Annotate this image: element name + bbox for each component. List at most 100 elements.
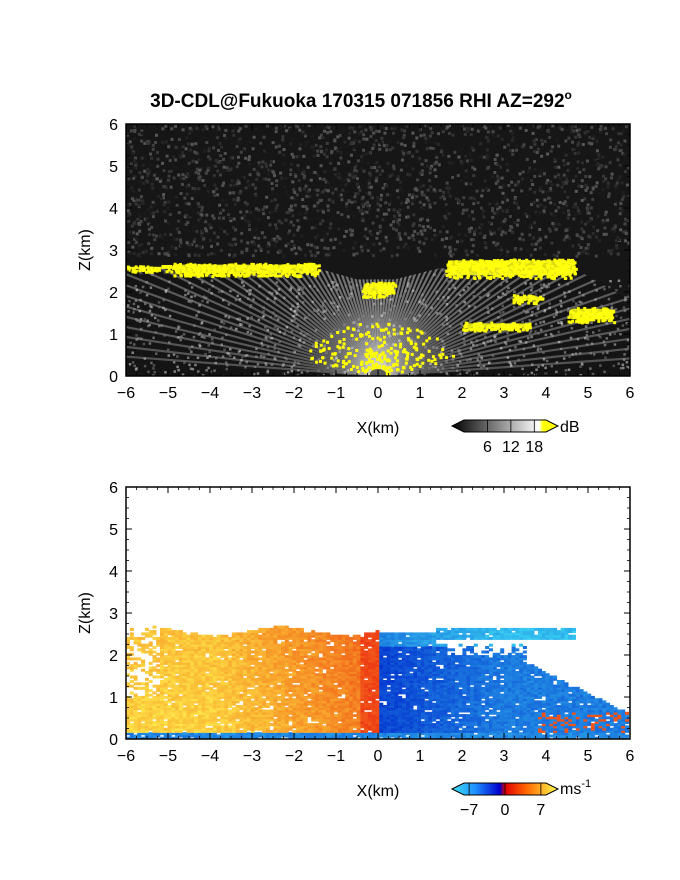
noise-pixel xyxy=(478,155,482,159)
noise-pixel xyxy=(621,209,625,213)
noise-pixel xyxy=(549,212,553,216)
noise-pixel xyxy=(496,247,500,251)
echo-pixel xyxy=(628,284,630,288)
noise-pixel xyxy=(375,214,379,218)
noise-pixel xyxy=(479,206,483,210)
echo-pixel xyxy=(236,317,239,321)
noise-pixel xyxy=(315,173,319,177)
noise-pixel xyxy=(554,227,558,231)
noise-pixel xyxy=(182,154,186,158)
noise-pixel xyxy=(425,196,429,200)
noise-pixel xyxy=(566,216,570,220)
echo-pixel xyxy=(187,292,190,295)
noise-pixel xyxy=(141,163,145,167)
noise-pixel xyxy=(238,191,242,195)
noise-pixel xyxy=(402,227,406,231)
noise-pixel xyxy=(400,149,404,153)
noise-pixel xyxy=(574,189,578,193)
noise-pixel xyxy=(186,243,190,247)
noise-pixel xyxy=(227,213,231,217)
echo-pixel xyxy=(494,340,497,343)
echo-pixel xyxy=(607,297,611,301)
noise-pixel xyxy=(143,217,147,221)
noise-pixel xyxy=(275,179,279,183)
noise-pixel xyxy=(333,138,337,142)
noise-pixel xyxy=(577,184,581,188)
noise-pixel xyxy=(571,179,575,183)
echo-pixel xyxy=(394,373,398,376)
noise-pixel xyxy=(204,227,208,231)
noise-pixel xyxy=(319,145,323,149)
noise-pixel xyxy=(289,168,293,172)
noise-pixel xyxy=(360,155,364,159)
noise-pixel xyxy=(149,163,153,167)
noise-pixel xyxy=(186,221,190,225)
noise-pixel xyxy=(149,223,153,227)
echo-pixel xyxy=(152,364,156,367)
echo-pixel xyxy=(133,343,136,346)
noise-pixel xyxy=(397,218,401,222)
noise-pixel xyxy=(526,214,530,218)
noise-pixel xyxy=(449,247,453,251)
echo-pixel xyxy=(248,324,251,328)
noise-pixel xyxy=(244,156,248,160)
noise-pixel xyxy=(448,124,452,128)
noise-pixel xyxy=(391,146,395,150)
noise-pixel xyxy=(547,130,551,134)
noise-pixel xyxy=(156,157,160,161)
noise-pixel xyxy=(195,244,199,248)
noise-pixel xyxy=(611,127,615,131)
noise-pixel xyxy=(264,164,268,168)
noise-pixel xyxy=(288,196,292,200)
noise-pixel xyxy=(132,137,136,141)
noise-pixel xyxy=(268,210,272,214)
noise-pixel xyxy=(565,179,569,183)
noise-pixel xyxy=(418,240,422,244)
noise-pixel xyxy=(471,165,475,169)
noise-pixel xyxy=(558,126,562,130)
echo-pixel xyxy=(572,299,575,303)
noise-pixel xyxy=(274,206,278,210)
noise-pixel xyxy=(175,203,179,207)
noise-pixel xyxy=(276,221,280,225)
echo-pixel xyxy=(292,336,296,339)
noise-pixel xyxy=(128,251,132,255)
noise-pixel xyxy=(357,132,361,136)
noise-pixel xyxy=(495,202,499,206)
noise-pixel xyxy=(482,209,486,213)
noise-pixel xyxy=(155,209,159,213)
noise-pixel xyxy=(440,238,444,242)
echo-pixel xyxy=(595,289,598,292)
noise-pixel xyxy=(545,181,549,185)
noise-pixel xyxy=(415,136,419,140)
noise-pixel xyxy=(601,188,605,192)
noise-pixel xyxy=(489,232,493,236)
noise-pixel xyxy=(245,210,249,214)
noise-pixel xyxy=(501,209,505,213)
noise-pixel xyxy=(155,150,159,154)
noise-pixel xyxy=(487,221,491,225)
noise-pixel xyxy=(428,171,432,175)
noise-pixel xyxy=(130,186,134,190)
noise-pixel xyxy=(312,204,316,208)
noise-pixel xyxy=(443,197,447,201)
noise-pixel xyxy=(412,237,416,241)
echo-pixel xyxy=(591,331,595,334)
echo-pixel xyxy=(292,314,295,318)
noise-pixel xyxy=(194,142,198,146)
noise-pixel xyxy=(541,190,545,194)
noise-pixel xyxy=(409,274,413,278)
noise-pixel xyxy=(618,200,622,204)
echo-pixel xyxy=(274,290,278,293)
noise-pixel xyxy=(484,246,488,250)
noise-pixel xyxy=(293,203,297,207)
echo-pixel xyxy=(152,367,155,370)
noise-pixel xyxy=(369,241,373,245)
noise-pixel xyxy=(237,129,241,133)
noise-pixel xyxy=(322,129,326,133)
noise-pixel xyxy=(206,253,210,257)
echo-pixel xyxy=(297,292,301,295)
noise-pixel xyxy=(255,207,259,211)
noise-pixel xyxy=(149,152,153,156)
noise-pixel xyxy=(542,172,546,176)
